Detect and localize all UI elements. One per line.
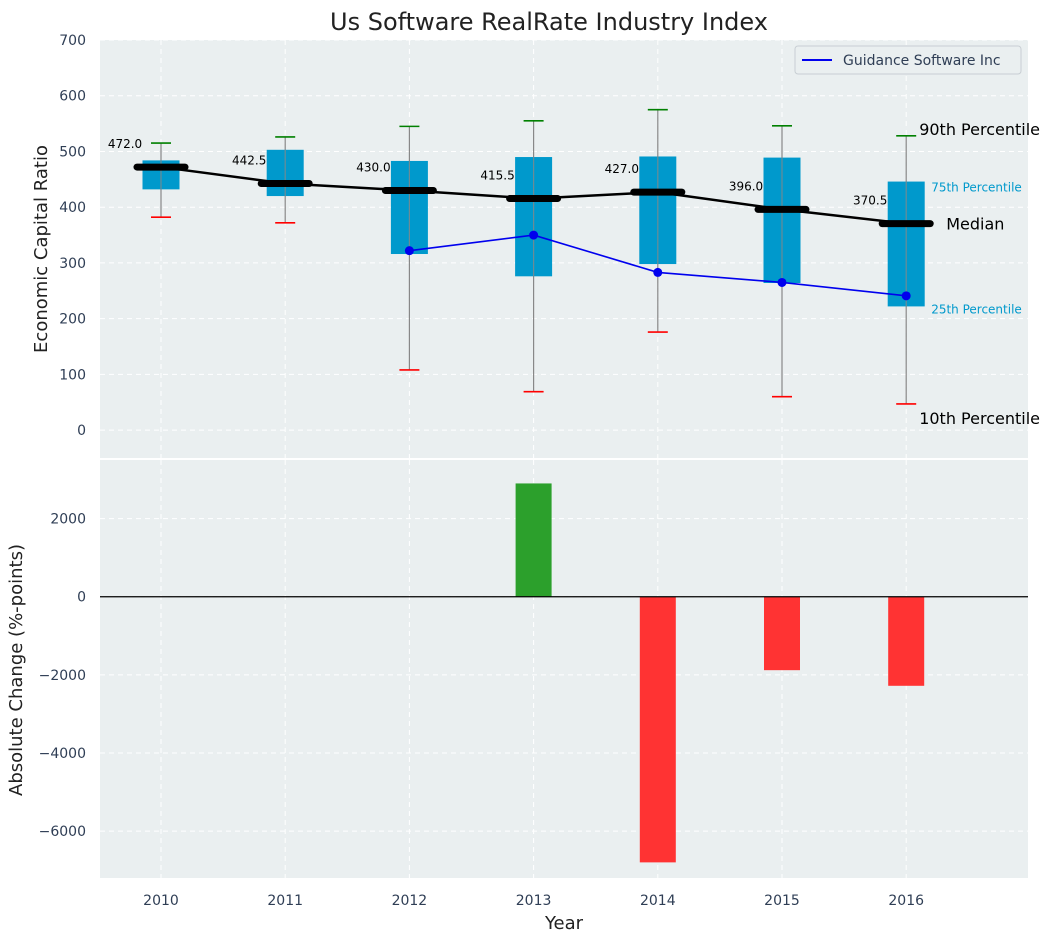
company-point bbox=[777, 277, 787, 287]
bottom-y-tick-labels: −6000 −4000 −2000 0 2000 bbox=[39, 512, 86, 841]
x-tick-label: 2016 bbox=[888, 893, 924, 909]
bottom-y-tick-label: 0 bbox=[77, 590, 86, 606]
x-tick-label: 2011 bbox=[267, 893, 303, 909]
bottom-plot-area bbox=[100, 460, 1028, 878]
median-value-labels: 472.0 442.5 430.0 415.5 427.0 396.0 370.5 bbox=[108, 137, 888, 208]
x-tick-label: 2015 bbox=[764, 893, 800, 909]
percentile-annotations: 90th Percentile 75th Percentile Median 25th… bbox=[919, 120, 1040, 428]
top-y-tick-label: 200 bbox=[59, 312, 86, 328]
change-bar bbox=[888, 596, 925, 686]
median-value-label: 472.0 bbox=[108, 137, 142, 151]
median-value-label: 430.0 bbox=[356, 160, 390, 174]
annotation-25th-percentile: 25th Percentile bbox=[931, 302, 1022, 316]
bottom-panel: −6000 −4000 −2000 0 2000 Absolute Change (%-… bbox=[6, 460, 1028, 878]
top-y-tick-label: 500 bbox=[59, 144, 86, 160]
change-bars bbox=[100, 483, 1028, 863]
median-value-label: 370.5 bbox=[853, 194, 887, 208]
legend-box bbox=[794, 45, 1022, 75]
change-bar bbox=[515, 483, 552, 597]
bottom-y-tick-label: 2000 bbox=[50, 512, 86, 528]
change-bar bbox=[639, 596, 676, 863]
top-y-tick-label: 400 bbox=[59, 200, 86, 216]
company-point bbox=[653, 267, 663, 277]
x-tick-labels: 2010 2011 2012 2013 2014 2015 2016 bbox=[143, 893, 924, 909]
annotation-10th-percentile: 10th Percentile bbox=[919, 409, 1040, 428]
annotation-90th-percentile: 90th Percentile bbox=[919, 120, 1040, 139]
bottom-y-axis-label: Absolute Change (%-points) bbox=[6, 544, 27, 796]
x-tick-label: 2012 bbox=[392, 893, 428, 909]
bottom-y-tick-label: −2000 bbox=[39, 668, 86, 684]
median-value-label: 415.5 bbox=[480, 169, 514, 183]
x-axis-label: Year bbox=[544, 913, 584, 934]
chart-title: Us Software RealRate Industry Index bbox=[330, 8, 768, 36]
bottom-y-tick-label: −6000 bbox=[39, 824, 86, 840]
x-tick-label: 2010 bbox=[143, 893, 179, 909]
legend-company-label: Guidance Software Inc bbox=[843, 53, 1001, 69]
company-point bbox=[901, 291, 911, 301]
top-y-tick-label: 0 bbox=[77, 423, 86, 439]
top-y-axis-label: Economic Capital Ratio bbox=[31, 145, 52, 353]
legend: Guidance Software Inc bbox=[794, 45, 1022, 75]
bottom-y-tick-label: −4000 bbox=[39, 746, 86, 762]
top-y-tick-label: 700 bbox=[59, 33, 86, 49]
x-tick-label: 2014 bbox=[640, 893, 676, 909]
company-point bbox=[404, 246, 414, 256]
company-point bbox=[529, 230, 539, 240]
top-y-tick-label: 600 bbox=[59, 89, 86, 105]
median-series bbox=[133, 163, 934, 228]
top-panel: 0 100 200 300 400 500 600 700 472.0 442.5 430.0 41… bbox=[31, 33, 1040, 458]
x-tick-label: 2013 bbox=[516, 893, 552, 909]
top-y-tick-label: 300 bbox=[59, 256, 86, 272]
annotation-75th-percentile: 75th Percentile bbox=[931, 181, 1022, 195]
change-bar bbox=[764, 596, 800, 671]
top-y-tick-labels: 0 100 200 300 400 500 600 700 bbox=[59, 33, 86, 439]
top-plot-area bbox=[100, 40, 1028, 458]
company-series bbox=[404, 230, 911, 301]
median-value-label: 396.0 bbox=[729, 179, 763, 193]
median-value-label: 427.0 bbox=[605, 162, 639, 176]
annotation-median: Median bbox=[946, 215, 1004, 234]
median-value-label: 442.5 bbox=[232, 154, 266, 168]
top-y-tick-label: 100 bbox=[59, 367, 86, 383]
